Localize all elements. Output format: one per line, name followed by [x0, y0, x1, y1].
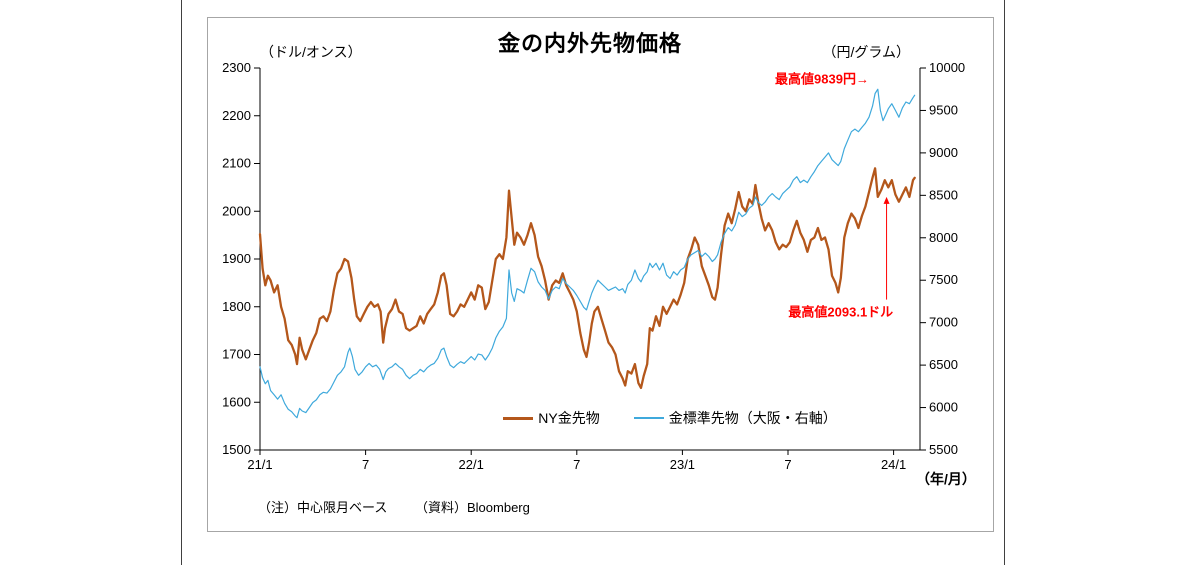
note-text: （注）中心限月ベース [258, 500, 388, 515]
svg-text:1700: 1700 [222, 347, 251, 362]
svg-text:7: 7 [362, 457, 369, 472]
svg-text:1500: 1500 [222, 442, 251, 457]
legend: NY金先物 金標準先物（大阪・右軸） [480, 408, 860, 428]
svg-text:最高値9839円→: 最高値9839円→ [775, 71, 869, 86]
svg-text:1800: 1800 [222, 299, 251, 314]
svg-text:1600: 1600 [222, 394, 251, 409]
svg-text:21/1: 21/1 [247, 457, 272, 472]
left-axis-unit-label: （ドル/オンス） [260, 44, 362, 60]
svg-text:1900: 1900 [222, 251, 251, 266]
legend-label-osaka: 金標準先物（大阪・右軸） [668, 410, 837, 426]
ny-line-swatch [503, 416, 534, 420]
legend-item-osaka: 金標準先物（大阪・右軸） [633, 408, 837, 428]
osaka-line-swatch [633, 417, 664, 419]
svg-text:9000: 9000 [929, 145, 958, 160]
svg-text:2300: 2300 [222, 60, 251, 75]
svg-text:2200: 2200 [222, 108, 251, 123]
svg-text:7500: 7500 [929, 272, 958, 287]
svg-text:7: 7 [784, 457, 791, 472]
svg-text:7: 7 [573, 457, 580, 472]
svg-text:22/1: 22/1 [459, 457, 484, 472]
svg-text:7000: 7000 [929, 315, 958, 330]
svg-text:5500: 5500 [929, 442, 958, 457]
svg-text:6500: 6500 [929, 357, 958, 372]
svg-text:2000: 2000 [222, 203, 251, 218]
right-axis-unit-label: （円/グラム） [822, 44, 910, 60]
svg-text:8500: 8500 [929, 187, 958, 202]
chart-title: 金の内外先物価格 [497, 31, 682, 56]
svg-text:10000: 10000 [929, 60, 965, 75]
source-text: （資料）Bloomberg [415, 500, 530, 515]
svg-text:9500: 9500 [929, 102, 958, 117]
svg-text:最高値2093.1ドル: 最高値2093.1ドル [788, 304, 893, 319]
x-axis-unit-label: （年/月） [916, 471, 976, 487]
svg-text:6000: 6000 [929, 400, 958, 415]
legend-label-ny: NY金先物 [538, 410, 600, 426]
svg-text:23/1: 23/1 [670, 457, 695, 472]
outer-frame [181, 0, 1005, 565]
svg-text:2100: 2100 [222, 156, 251, 171]
svg-text:8000: 8000 [929, 230, 958, 245]
legend-item-ny: NY金先物 [503, 408, 600, 428]
svg-text:24/1: 24/1 [881, 457, 906, 472]
